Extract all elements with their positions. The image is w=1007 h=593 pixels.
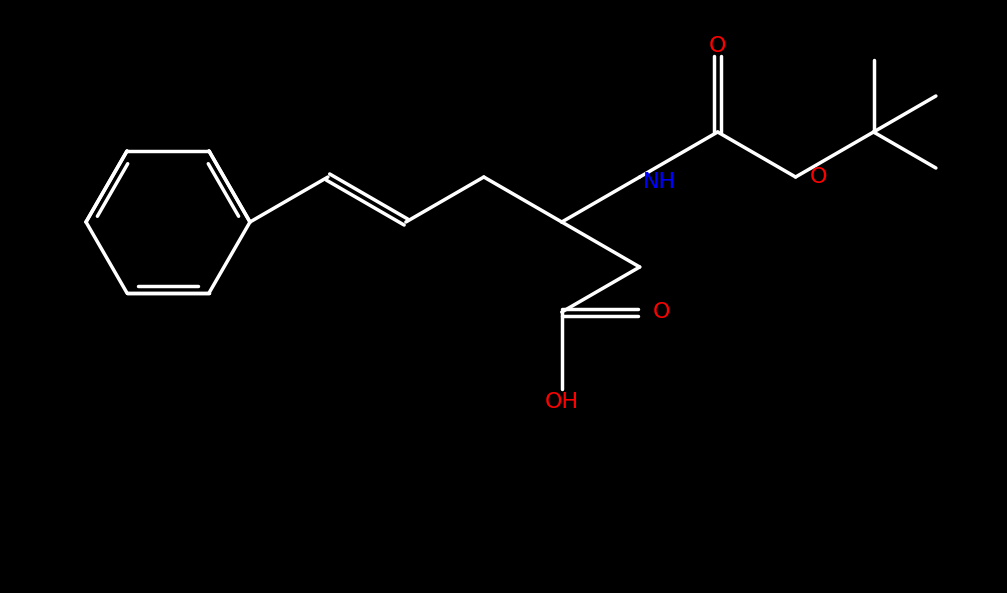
Text: O: O — [810, 167, 827, 187]
Text: O: O — [653, 302, 670, 322]
Text: OH: OH — [545, 393, 579, 413]
Text: O: O — [709, 36, 726, 56]
Text: NH: NH — [642, 172, 676, 192]
